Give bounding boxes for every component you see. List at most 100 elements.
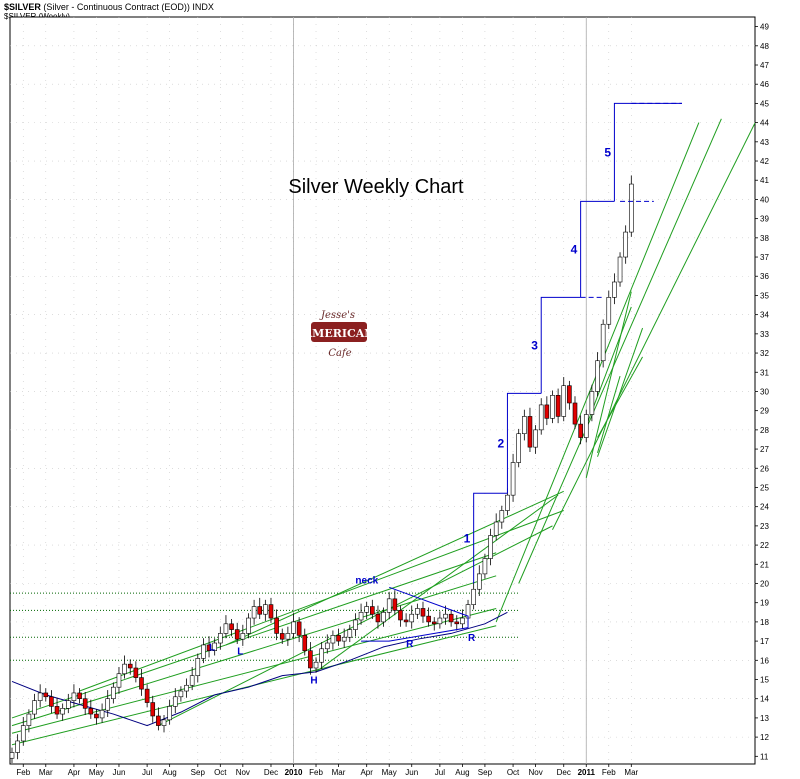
candle-body bbox=[443, 613, 448, 619]
candle-body bbox=[606, 297, 612, 325]
x-tick-label: Jul bbox=[142, 768, 152, 777]
y-tick-label: 39 bbox=[760, 215, 769, 224]
candle-body bbox=[161, 719, 167, 726]
trend-line bbox=[585, 291, 632, 478]
pattern-label: R bbox=[406, 639, 414, 650]
symbol-text: $SILVER bbox=[4, 2, 41, 12]
candle-body bbox=[127, 663, 133, 669]
x-tick-label: Feb bbox=[309, 768, 323, 777]
y-tick-label: 48 bbox=[760, 42, 769, 51]
candle-body bbox=[578, 423, 583, 438]
candle-body bbox=[499, 510, 505, 523]
candle-body bbox=[285, 633, 291, 640]
candle-body bbox=[595, 360, 600, 392]
y-tick-label: 46 bbox=[760, 80, 769, 89]
candle-body bbox=[381, 611, 386, 623]
y-tick-label: 30 bbox=[760, 387, 769, 396]
candle-body bbox=[94, 713, 99, 719]
candle-body bbox=[15, 740, 20, 753]
candle-body bbox=[336, 635, 341, 642]
x-tick-label: May bbox=[382, 768, 397, 777]
candle-body bbox=[49, 696, 54, 707]
y-tick-label: 19 bbox=[760, 599, 769, 608]
x-tick-label: Aug bbox=[455, 768, 469, 777]
trend-line bbox=[597, 375, 621, 454]
candle-body bbox=[206, 644, 212, 652]
trend-line bbox=[518, 118, 722, 584]
candle-body bbox=[375, 613, 381, 623]
x-tick-label: Apr bbox=[360, 768, 373, 777]
x-tick-label: Mar bbox=[332, 768, 346, 777]
y-tick-label: 24 bbox=[760, 503, 769, 512]
candle-body bbox=[505, 494, 510, 511]
candle-body bbox=[527, 416, 533, 448]
candle-body bbox=[567, 385, 572, 404]
trend-line bbox=[11, 575, 497, 727]
x-tick-label: Jun bbox=[405, 768, 418, 777]
y-tick-label: 45 bbox=[760, 99, 769, 108]
candle-body bbox=[212, 642, 217, 652]
step-line bbox=[580, 200, 615, 298]
pennant-outline bbox=[361, 586, 469, 642]
pattern-label: R bbox=[468, 633, 476, 644]
candle-body bbox=[612, 281, 617, 298]
step-label: 2 bbox=[497, 436, 504, 450]
x-tick-label: 2011 bbox=[578, 768, 596, 777]
candle-body bbox=[218, 633, 223, 644]
trend-line bbox=[225, 490, 564, 646]
x-tick-label: Apr bbox=[68, 768, 81, 777]
x-tick-label: Oct bbox=[507, 768, 520, 777]
candle-body bbox=[71, 692, 77, 701]
candle-body bbox=[54, 706, 60, 715]
candle-body bbox=[32, 700, 37, 715]
y-tick-label: 31 bbox=[760, 368, 769, 377]
chart-header: $SILVER (Silver - Continuous Contract (E… bbox=[4, 2, 214, 12]
x-tick-label: Mar bbox=[624, 768, 638, 777]
step-label: 4 bbox=[571, 242, 578, 256]
candle-body bbox=[156, 715, 161, 726]
y-tick-label: 47 bbox=[760, 61, 769, 70]
candle-body bbox=[488, 535, 493, 559]
x-tick-label: Dec bbox=[557, 768, 571, 777]
candle-body bbox=[516, 433, 522, 463]
y-tick-label: 43 bbox=[760, 138, 769, 147]
candle-body bbox=[448, 613, 454, 623]
candle-body bbox=[617, 256, 623, 283]
x-tick-label: Jul bbox=[435, 768, 445, 777]
candle-body bbox=[37, 692, 43, 701]
candle-body bbox=[60, 708, 65, 715]
y-tick-label: 49 bbox=[760, 23, 769, 32]
resistance-lines bbox=[10, 592, 519, 661]
candle-body bbox=[476, 573, 482, 590]
candle-body bbox=[26, 713, 32, 726]
candle-body bbox=[139, 677, 144, 690]
y-tick-label: 29 bbox=[760, 407, 769, 416]
trend-line bbox=[315, 494, 559, 673]
x-tick-label: Nov bbox=[528, 768, 542, 777]
x-tick-label: May bbox=[89, 768, 104, 777]
candle-body bbox=[623, 231, 628, 258]
candle-body bbox=[20, 725, 26, 742]
candle-body bbox=[77, 692, 82, 700]
candle-body bbox=[99, 709, 105, 719]
x-tick-label: Feb bbox=[602, 768, 616, 777]
candle-body bbox=[522, 416, 527, 435]
candle-body bbox=[313, 661, 319, 669]
candle-body bbox=[398, 610, 403, 621]
candle-body bbox=[600, 323, 606, 362]
step-label: 5 bbox=[604, 145, 611, 159]
y-tick-label: 44 bbox=[760, 119, 769, 128]
candle-body bbox=[82, 698, 88, 709]
x-tick-label: Nov bbox=[236, 768, 250, 777]
candle-body bbox=[291, 621, 296, 634]
candle-body bbox=[471, 588, 476, 605]
trend-line bbox=[79, 510, 564, 692]
candle-body bbox=[279, 633, 285, 640]
candle-body bbox=[296, 621, 302, 636]
y-tick-label: 23 bbox=[760, 522, 769, 531]
x-tick-label: Mar bbox=[39, 768, 53, 777]
candle-body bbox=[538, 404, 544, 431]
trend-line bbox=[552, 122, 756, 530]
y-tick-label: 27 bbox=[760, 445, 769, 454]
